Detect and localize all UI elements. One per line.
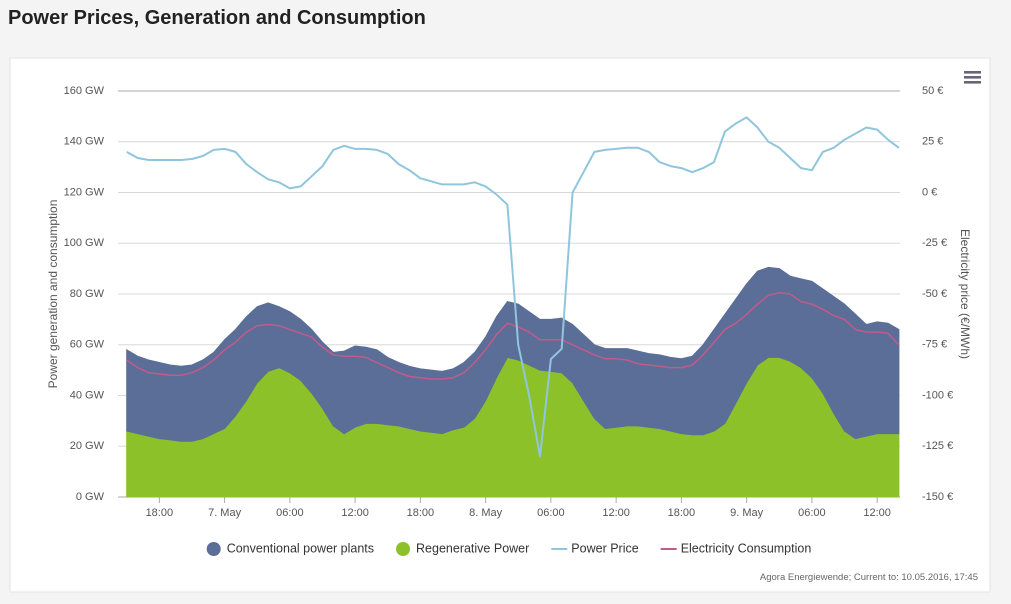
y2-tick-label: -25 € xyxy=(922,237,947,249)
y-tick-label: 100 GW xyxy=(64,237,105,249)
menu-bar[interactable] xyxy=(964,81,981,84)
x-tick-label: 9. May xyxy=(730,507,764,519)
y-tick-label: 40 GW xyxy=(70,389,105,401)
areas xyxy=(126,266,900,498)
menu-bar[interactable] xyxy=(964,76,981,79)
y2-tick-label: 0 € xyxy=(922,186,937,198)
area xyxy=(126,266,900,442)
menu-bar[interactable] xyxy=(964,71,981,74)
y2-tick-label: -125 € xyxy=(922,440,953,452)
x-tick-label: 12:00 xyxy=(602,507,630,519)
legend-item: Regenerative Power xyxy=(396,541,529,556)
legend: Conventional power plants Regenerative Po… xyxy=(206,541,812,556)
page-title: Power Prices, Generation and Consumption xyxy=(8,7,426,29)
x-tick-label: 18:00 xyxy=(146,507,174,519)
y2-tick-label: 50 € xyxy=(922,85,943,97)
x-tick-label: 12:00 xyxy=(863,507,891,519)
legend-label: Power Price xyxy=(571,541,638,555)
line xyxy=(126,116,900,458)
y2-axis-title: Electricity price (€/MWh) xyxy=(958,229,972,359)
x-tick-label: 7. May xyxy=(208,507,242,519)
legend-item: Electricity Consumption xyxy=(660,541,812,555)
y2-tick-label: -75 € xyxy=(922,339,947,351)
line xyxy=(126,291,900,380)
y-tick-label: 60 GW xyxy=(70,339,105,351)
y-tick-label: 160 GW xyxy=(64,85,105,97)
y2-tick-label: -100 € xyxy=(922,389,953,401)
legend-item: Power Price xyxy=(551,541,639,555)
credit: Agora Energiewende; Current to: 10.05.20… xyxy=(760,572,978,583)
legend-label: Electricity Consumption xyxy=(681,541,812,555)
x-tick-label: 18:00 xyxy=(668,507,696,519)
x-tick-label: 06:00 xyxy=(276,507,304,519)
x-tick-label: 06:00 xyxy=(798,507,826,519)
menu-button[interactable] xyxy=(962,68,984,86)
y-tick-label: 20 GW xyxy=(70,440,105,452)
y-tick-label: 140 GW xyxy=(64,136,105,148)
legend-marker xyxy=(206,542,221,556)
x-tick-label: 06:00 xyxy=(537,507,565,519)
y-tick-label: 120 GW xyxy=(64,186,105,198)
legend-label: Conventional power plants xyxy=(227,541,374,555)
x-tick-label: 12:00 xyxy=(341,507,369,519)
y-tick-label: 0 GW xyxy=(76,491,105,503)
x-tick-label: 8. May xyxy=(469,507,503,519)
y-tick-label: 80 GW xyxy=(70,288,105,300)
legend-item: Conventional power plants xyxy=(206,541,374,556)
y2-tick-label: -150 € xyxy=(922,491,953,503)
y2-tick-label: 25 € xyxy=(922,136,943,148)
legend-label: Regenerative Power xyxy=(416,541,529,555)
legend-marker xyxy=(396,542,411,556)
y2-tick-label: -50 € xyxy=(922,288,947,300)
x-tick-label: 18:00 xyxy=(407,507,435,519)
y-axis-title: Power generation and consumption xyxy=(46,200,60,389)
